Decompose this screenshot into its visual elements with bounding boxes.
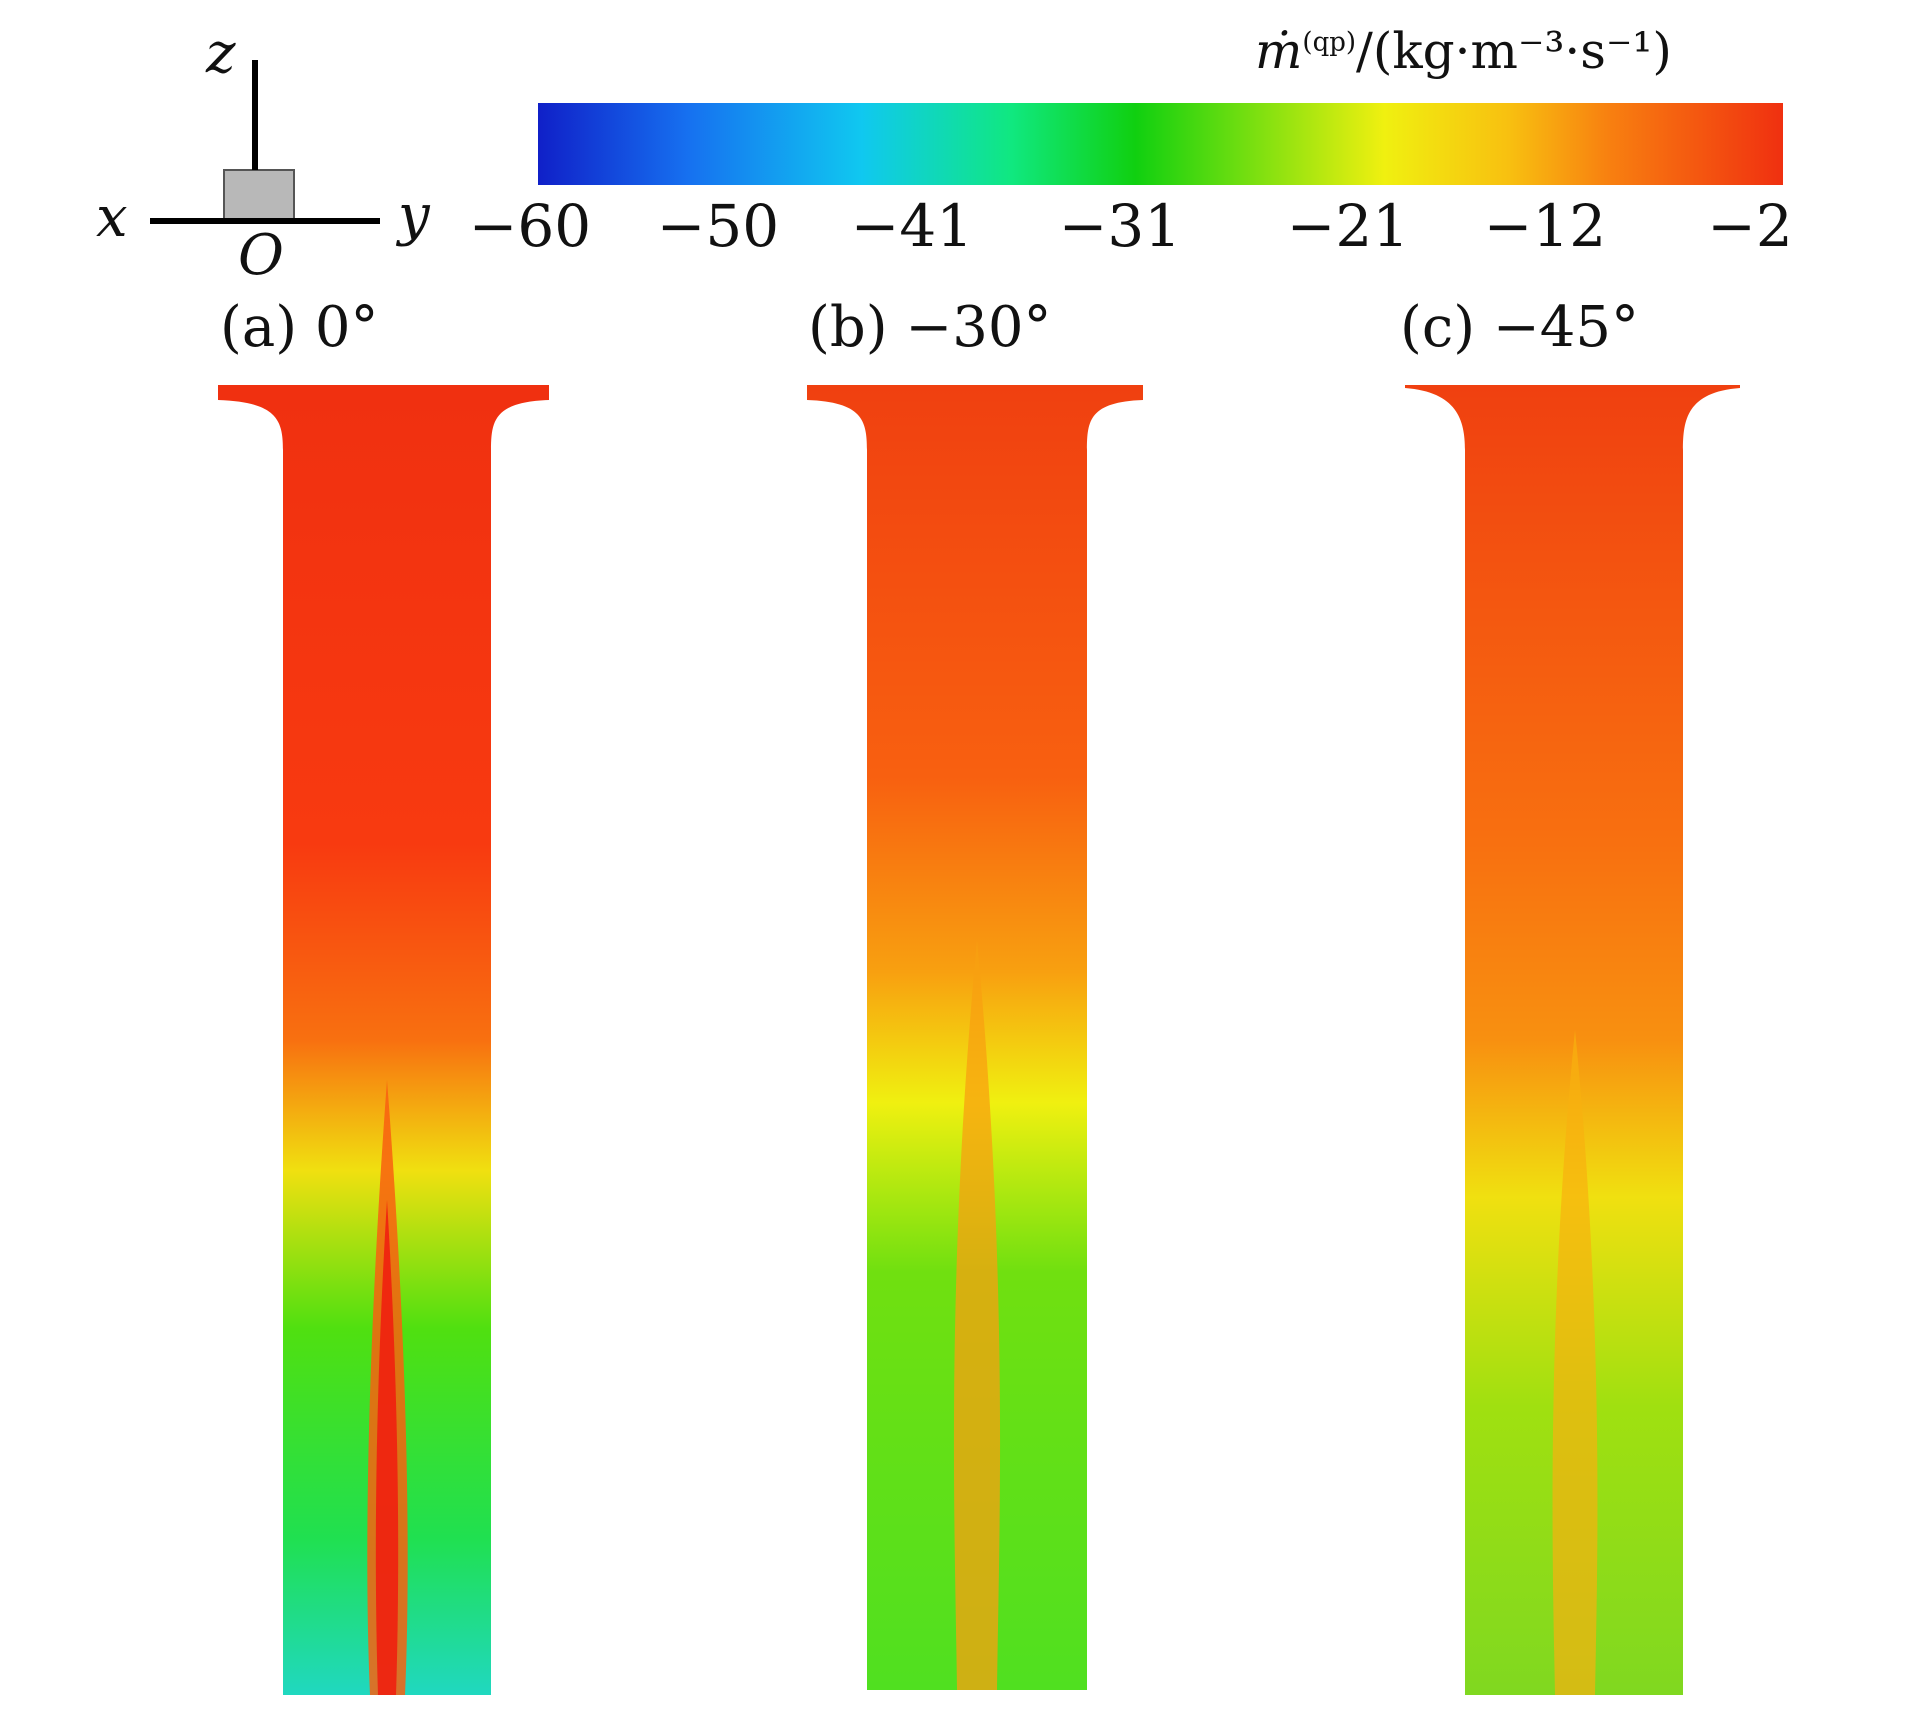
colorbar-title: ṁ(qp)/(kg·m⁻³·s⁻¹) — [1255, 22, 1672, 80]
colorbar-tick: −21 — [1286, 192, 1410, 260]
origin-cube — [223, 169, 295, 223]
panel-a-field — [218, 385, 549, 1695]
panel-c-label: (c) −45° — [1400, 295, 1640, 360]
colorbar-tick: −31 — [1058, 192, 1182, 260]
z-axis-label: z — [206, 21, 236, 86]
axes-drawing — [150, 60, 380, 224]
panel-c-field — [1405, 385, 1740, 1695]
coordinate-axes: z x y O — [30, 20, 430, 290]
colorbar-tick: −41 — [850, 192, 974, 260]
colorbar-tick: −2 — [1707, 192, 1793, 260]
panel-c-contour — [1405, 380, 1745, 1700]
panel-b-field — [807, 385, 1143, 1690]
colorbar-tick: −60 — [468, 192, 592, 260]
x-axis-label: x — [96, 185, 128, 250]
colorbar-title-units: /(kg·m⁻³·s⁻¹) — [1356, 22, 1672, 80]
colorbar-title-symbol: ṁ — [1255, 22, 1303, 80]
colorbar-tick: −12 — [1483, 192, 1607, 260]
y-axis-label: y — [398, 183, 430, 248]
panel-b-contour — [805, 380, 1145, 1700]
origin-label: O — [238, 223, 284, 288]
colorbar — [538, 103, 1783, 185]
panel-a-label: (a) 0° — [220, 295, 379, 360]
panel-b-label: (b) −30° — [808, 295, 1052, 360]
colorbar-title-superscript: (qp) — [1302, 27, 1356, 58]
panel-a-contour — [215, 380, 555, 1700]
colorbar-tick: −50 — [656, 192, 780, 260]
